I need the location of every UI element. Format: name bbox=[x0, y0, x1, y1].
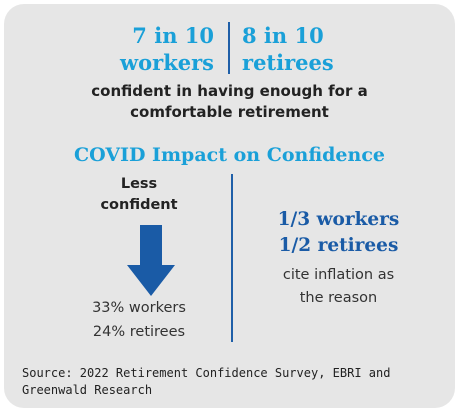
inflation-caption: cite inflation as the reason bbox=[236, 264, 441, 310]
less-confident-line1: Less bbox=[120, 176, 158, 192]
confidence-caption: confident in having enough for a comfort… bbox=[4, 81, 455, 123]
workers-stat-line1: 7 in 10 bbox=[132, 23, 214, 48]
confidence-caption-line1: confident in having enough for a bbox=[91, 82, 368, 100]
inflation-caption-line1: cite inflation as bbox=[282, 267, 395, 283]
workers-percentage: 33% workers bbox=[92, 300, 186, 316]
retirees-percentage: 24% retirees bbox=[92, 324, 186, 340]
workers-stat-line2: workers bbox=[120, 50, 214, 75]
source-line2: Greenwald Research bbox=[22, 383, 153, 397]
less-confident-percentages: 33% workers 24% retirees bbox=[44, 296, 234, 344]
inflation-caption-line2: the reason bbox=[299, 290, 378, 306]
retirees-stat-line2: retirees bbox=[242, 50, 334, 75]
down-arrow-icon bbox=[127, 225, 175, 296]
confidence-caption-line2: comfortable retirement bbox=[130, 103, 329, 121]
source-line1: Source: 2022 Retirement Confidence Surve… bbox=[22, 366, 391, 380]
retirees-stat: 8 in 10 retirees bbox=[242, 22, 432, 76]
center-divider bbox=[231, 174, 233, 342]
less-confident-label: Less confident bbox=[44, 174, 234, 216]
inflation-ratio: 1/3 workers 1/2 retirees bbox=[236, 207, 441, 259]
inflation-retirees-ratio: 1/2 retirees bbox=[278, 235, 399, 256]
workers-stat: 7 in 10 workers bbox=[24, 22, 214, 76]
source-note: Source: 2022 Retirement Confidence Surve… bbox=[22, 365, 442, 399]
infographic-card: 7 in 10 workers 8 in 10 retirees confide… bbox=[4, 4, 455, 408]
covid-title: COVID Impact on Confidence bbox=[74, 144, 385, 166]
top-divider bbox=[228, 22, 230, 74]
less-confident-line2: confident bbox=[100, 197, 178, 213]
retirees-stat-line1: 8 in 10 bbox=[242, 23, 324, 48]
inflation-workers-ratio: 1/3 workers bbox=[277, 209, 400, 230]
